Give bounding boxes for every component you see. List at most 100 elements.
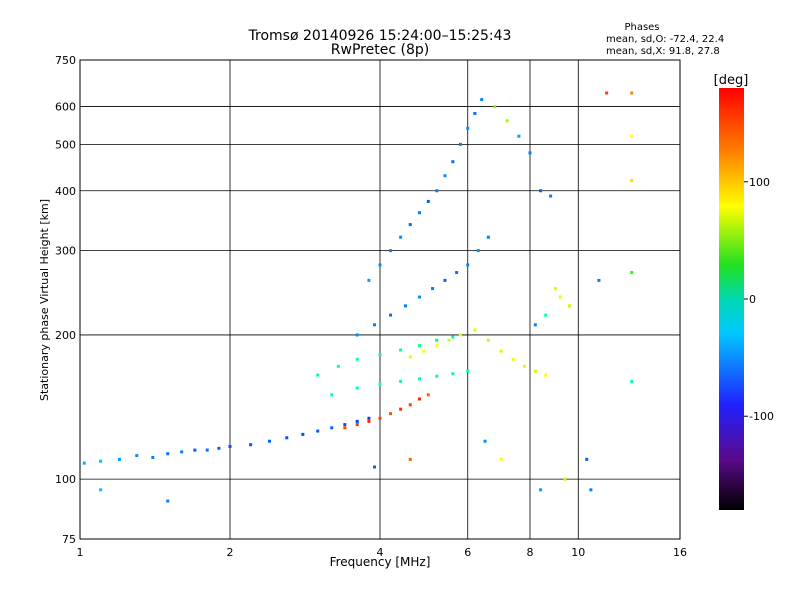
data-point [458,333,462,337]
x-tick-label: 1 [77,546,84,559]
data-point [511,357,515,361]
data-point [355,386,359,390]
data-point [505,119,509,123]
data-point [82,461,86,465]
data-point [417,397,421,401]
data-point [443,278,447,282]
y-tick-label: 400 [55,185,76,198]
x-axis: 1 2 4 6 8 10 16 [77,546,688,559]
colorbar [719,88,744,510]
data-point [408,403,412,407]
chart-subtitle: RwPretec (8p) [331,42,429,58]
data-point [301,432,305,436]
data-point [517,134,521,138]
data-point [443,174,447,178]
data-point [499,457,503,461]
data-point [403,304,407,308]
data-point [422,349,426,353]
data-point [399,379,403,383]
data-point [367,419,371,423]
y-tick-label: 75 [62,533,76,546]
data-point [486,235,490,239]
data-point [399,235,403,239]
data-point [389,313,393,317]
data-point [539,189,543,193]
data-point [451,160,455,164]
data-point [193,448,197,452]
data-point [605,91,609,95]
data-point [473,328,477,332]
data-point [476,249,480,253]
data-point [355,357,359,361]
data-point [249,443,253,447]
data-point [533,369,537,373]
data-point [417,211,421,215]
data-point [539,488,543,492]
x-tick-label: 4 [377,546,384,559]
data-point [630,379,634,383]
data-point [597,278,601,282]
x-tick-label: 16 [673,546,687,559]
data-point [99,459,103,463]
data-point [343,426,347,430]
data-point [151,455,155,459]
data-point [435,374,439,378]
data-point [367,278,371,282]
data-point [451,372,455,376]
data-point [399,407,403,411]
data-point [473,111,477,115]
data-point [330,393,334,397]
data-point [378,263,382,267]
stats-o: mean, sd,O: -72.4, 22.4 [606,34,724,45]
y-tick-label: 750 [55,54,76,67]
data-point [435,344,439,348]
y-tick-label: 200 [55,329,76,342]
colorbar-tick-label: 0 [749,293,756,306]
data-point [378,416,382,420]
data-point [389,249,393,253]
data-point [330,426,334,430]
data-point [378,353,382,357]
data-point [180,450,184,454]
y-axis: 75 100 200 300 400 500 600 750 [55,54,76,546]
data-point [435,189,439,193]
colorbar-ticks: 100 0 -100 [744,176,774,423]
data-point [316,429,320,433]
data-point [563,477,567,481]
data-point [373,465,377,469]
data-point [267,439,271,443]
data-point [316,373,320,377]
data-point [355,423,359,427]
data-point [630,271,634,275]
data-point [533,323,537,327]
plot-frame [79,59,681,540]
data-point [431,287,435,291]
colorbar-tick-label: -100 [749,410,774,423]
data-point [630,91,634,95]
chart-title: Tromsø 20140926 15:24:00–15:25:43 [248,28,512,44]
data-point [458,142,462,146]
data-point [493,104,497,108]
data-point [466,126,470,130]
data-point [166,499,170,503]
data-point [447,338,451,342]
data-point [480,98,484,102]
data-point [466,369,470,373]
data-point [417,295,421,299]
data-point [630,134,634,138]
stats-heading: Phases [624,22,659,33]
data-point [426,199,430,203]
data-point [205,448,209,452]
data-point [408,355,412,359]
x-axis-label: Frequency [MHz] [330,555,431,569]
colorbar-tick-label: 100 [749,176,770,189]
data-point [417,344,421,348]
data-point [558,295,562,299]
data-point [544,313,548,317]
data-point [408,457,412,461]
data-point [630,179,634,183]
data-point [408,223,412,227]
data-point [549,194,553,198]
y-axis-label: Stationary phase Virtual Height [km] [38,199,51,401]
